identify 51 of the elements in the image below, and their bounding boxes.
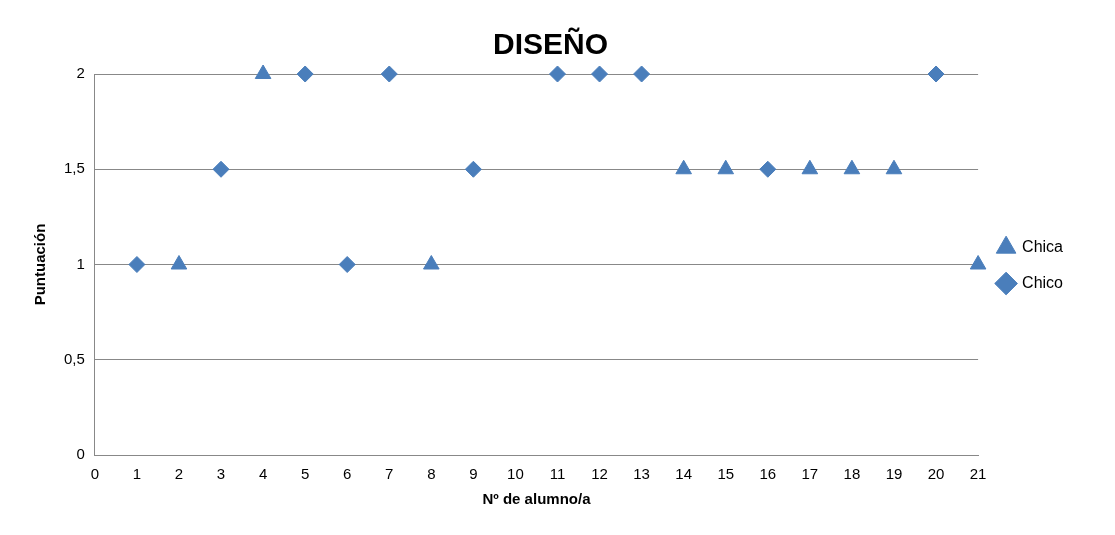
x-tick-label: 2 — [174, 465, 184, 483]
point — [549, 65, 566, 83]
x-tick-label: 1 — [132, 465, 142, 483]
x-tick-label: 11 — [549, 465, 566, 483]
x-tick-label: 19 — [885, 465, 903, 483]
x-tick-label: 7 — [385, 465, 394, 483]
y-tick-label: 0 — [76, 445, 85, 463]
point — [927, 65, 945, 83]
point — [296, 65, 314, 83]
x-tick-label: 17 — [801, 465, 819, 483]
point — [423, 255, 440, 270]
y-tick-label: 0,5 — [63, 349, 85, 367]
x-tick-label: 5 — [300, 465, 310, 483]
y-tick-label: 1 — [76, 254, 85, 272]
x-tick-label: 8 — [427, 465, 436, 483]
point — [969, 255, 987, 270]
y-tick-label: 2 — [76, 64, 85, 82]
point — [170, 255, 188, 270]
point — [591, 65, 609, 83]
point — [128, 256, 146, 273]
x-tick-label: 20 — [927, 465, 945, 483]
legend-label: Chica — [1022, 237, 1064, 255]
x-tick-label: 14 — [675, 465, 693, 483]
x-tick-label: 10 — [507, 465, 524, 483]
point — [212, 160, 230, 178]
y-axis-title: Puntuación — [31, 223, 49, 306]
x-tick-label: 15 — [717, 465, 735, 483]
chart-title: DISEÑO — [492, 27, 609, 61]
y-tick-label: 1,5 — [63, 159, 85, 177]
point — [801, 159, 819, 175]
point — [380, 65, 398, 83]
x-tick-label: 4 — [258, 465, 268, 483]
x-tick-label: 12 — [591, 465, 608, 483]
x-tick-label: 9 — [469, 465, 478, 483]
x-tick-label: 6 — [343, 465, 352, 483]
x-tick-label: 21 — [969, 465, 987, 483]
point — [759, 160, 777, 178]
x-tick-label: 13 — [633, 465, 650, 483]
point — [717, 159, 735, 175]
point — [464, 160, 482, 178]
point — [843, 159, 861, 175]
x-tick-label: 0 — [90, 465, 100, 483]
x-tick-label: 16 — [759, 465, 777, 483]
point — [675, 159, 692, 175]
x-tick-label: 3 — [216, 465, 226, 483]
point — [338, 256, 356, 273]
x-axis-title: Nº de alumno/a — [482, 490, 592, 508]
point — [633, 65, 651, 83]
point — [885, 159, 903, 175]
legend-label: Chico — [1022, 273, 1064, 291]
x-tick-label: 18 — [843, 465, 861, 483]
